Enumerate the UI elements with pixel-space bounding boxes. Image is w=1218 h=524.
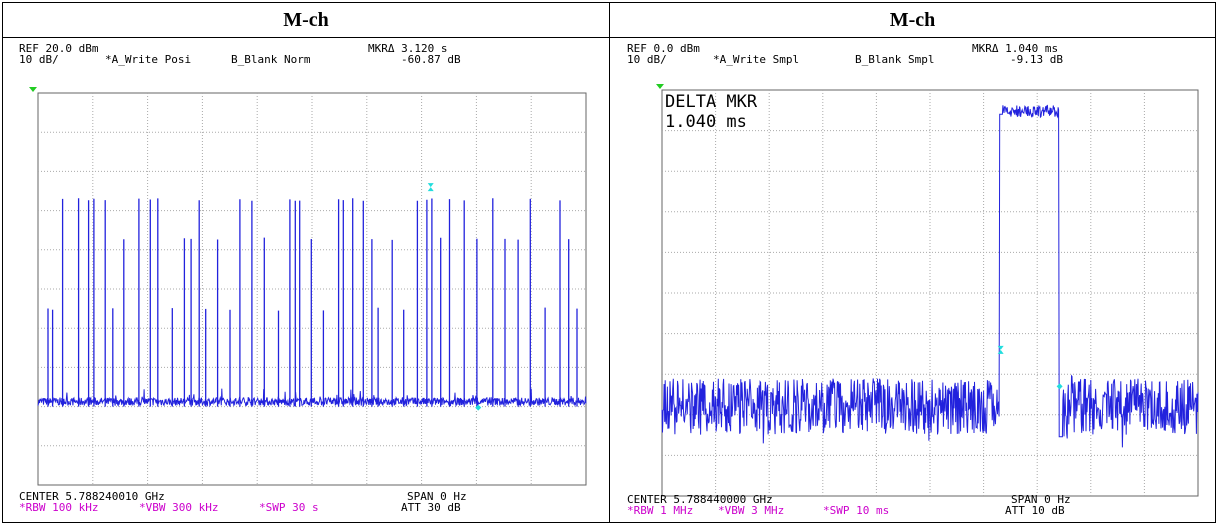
right-center-freq: CENTER 5.788440000 GHz <box>627 493 773 506</box>
left-scale: 10 dB/ <box>19 53 59 66</box>
right-trace <box>661 104 1199 448</box>
right-ref-level: REF 0.0 dBm <box>627 42 700 55</box>
right-delta-marker-ref <box>997 345 1004 354</box>
right-vbw: *VBW 3 MHz <box>718 504 785 517</box>
left-sweep: *SWP 30 s <box>259 501 319 514</box>
left-delta-marker-ref <box>427 183 434 192</box>
right-analyzer-panel: REF 0.0 dBm 10 dB/ *A_Write Smpl B_Blank… <box>610 38 1215 522</box>
right-sweep: *SWP 10 ms <box>823 504 890 517</box>
left-panel-title: M-ch <box>3 3 609 38</box>
right-scale: 10 dB/ <box>627 53 667 66</box>
right-marker-label: MKRΔ 1.040 ms <box>972 42 1059 55</box>
left-rbw: *RBW 100 kHz <box>19 501 99 514</box>
left-trace-a: *A_Write Posi <box>105 53 192 66</box>
right-marker-value: -9.13 dB <box>1010 53 1063 66</box>
right-delta-marker <box>1056 383 1063 390</box>
left-trace-b: B_Blank Norm <box>231 53 311 66</box>
delta-marker-title: DELTA MKR <box>665 92 758 112</box>
left-analyzer-panel: REF 20.0 dBm 10 dB/ *A_Write Posi B_Blan… <box>3 38 609 522</box>
right-panel-title: M-ch <box>610 3 1215 38</box>
right-trace-a: *A_Write Smpl <box>713 53 800 66</box>
right-column: M-ch REF 0.0 dBm 10 dB/ *A_Write Smpl B_… <box>610 3 1215 522</box>
left-span: SPAN 0 Hz <box>407 490 467 503</box>
right-rbw: *RBW 1 MHz <box>627 504 694 517</box>
right-trace-b: B_Blank Smpl <box>855 53 935 66</box>
left-center-freq: CENTER 5.788240010 GHz <box>19 490 165 503</box>
left-attenuation: ATT 30 dB <box>401 501 461 514</box>
left-column: M-ch REF 20.0 dBm 10 dB/ *A_Write Posi B… <box>3 3 610 522</box>
delta-marker-value: 1.040 ms <box>665 112 747 132</box>
right-spectrum-plot <box>656 84 1199 497</box>
left-trace-baseline <box>37 388 587 408</box>
left-ref-level: REF 20.0 dBm <box>19 42 99 55</box>
left-marker-value: -60.87 dB <box>401 53 461 66</box>
left-ref-marker <box>29 87 37 92</box>
left-delta-marker <box>475 404 482 411</box>
left-spectrum-plot <box>29 87 587 486</box>
left-marker-label: MKRΔ 3.120 s <box>368 42 448 55</box>
right-span: SPAN 0 Hz <box>1011 493 1071 506</box>
right-ref-marker <box>656 84 664 89</box>
right-attenuation: ATT 10 dB <box>1005 504 1065 517</box>
left-vbw: *VBW 300 kHz <box>139 501 219 514</box>
